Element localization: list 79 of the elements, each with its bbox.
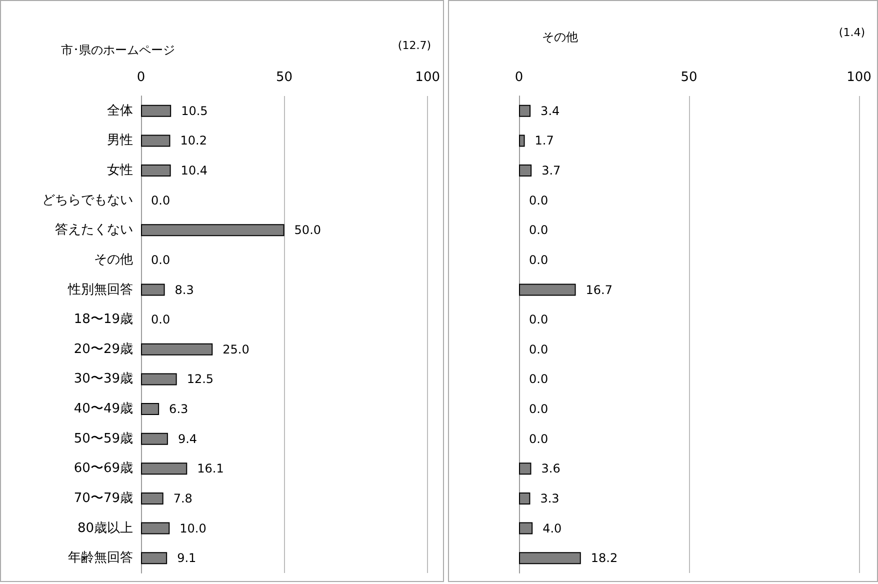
bar [141, 403, 160, 416]
x-tick-label: 0 [136, 70, 146, 85]
x-tick-label: 100 [415, 70, 440, 85]
text: (1.4) [838, 26, 865, 39]
data-label: 0.0 [529, 402, 548, 416]
chart-title: 市･県のホームページ [61, 43, 175, 57]
data-label: 25.0 [222, 342, 250, 356]
data-label: 0.0 [151, 312, 170, 327]
data-label: 16.7 [586, 282, 612, 297]
chart-title: その他 [542, 30, 578, 44]
data-label: 4.0 [542, 521, 562, 536]
data-label: 0.0 [151, 193, 170, 208]
bar [141, 432, 168, 445]
y-tick-label: 80歳以上 [77, 520, 133, 536]
bar [519, 522, 533, 534]
data-label: 0.0 [151, 252, 170, 267]
bar [141, 522, 170, 534]
data-label: 6.3 [169, 402, 188, 416]
data-label: 10.4 [180, 164, 208, 178]
bar [519, 492, 530, 504]
y-tick-label: 20〜29歳 [74, 342, 133, 357]
x-tick-label: 50 [680, 70, 698, 85]
data-label: 3.3 [540, 491, 560, 506]
bar [141, 373, 177, 386]
y-tick-label: 年齢無回答 [68, 550, 133, 566]
data-label: 3.7 [542, 164, 561, 178]
data-label: 0.0 [529, 372, 548, 386]
bar [141, 164, 171, 177]
bar [519, 164, 532, 177]
data-label: 3.4 [540, 104, 560, 118]
text: (12.7) [398, 39, 432, 52]
bar [519, 462, 532, 475]
data-label: 7.8 [173, 491, 192, 506]
data-label: 50.0 [294, 223, 322, 238]
bar [519, 552, 581, 564]
x-tick-label: 100 [846, 70, 872, 85]
data-label: 1.7 [534, 134, 554, 148]
y-tick-label: 男性 [107, 133, 133, 148]
bar [141, 492, 164, 504]
bar [141, 552, 168, 564]
data-label: 0.0 [529, 252, 548, 267]
bar [519, 284, 576, 296]
data-label: 10.5 [181, 104, 208, 118]
y-tick-label: 60〜69歳 [74, 461, 133, 476]
data-label: 0.0 [529, 223, 548, 238]
y-tick-label: どちらでもない [42, 192, 133, 208]
bar [519, 104, 531, 117]
x-tick-label: 0 [514, 70, 524, 85]
data-label: 10.2 [180, 134, 207, 148]
bar [141, 343, 213, 356]
bar [141, 462, 188, 475]
bar [141, 104, 172, 117]
data-label: 0.0 [529, 432, 548, 446]
y-tick-label: その他 [94, 252, 133, 268]
bar [141, 224, 284, 236]
data-label: 9.1 [177, 551, 196, 566]
data-label: 3.6 [541, 462, 560, 476]
y-tick-label: 40〜49歳 [74, 402, 133, 417]
bar [141, 134, 170, 147]
y-tick-label: 答えたくない [55, 222, 133, 238]
bar [141, 284, 165, 296]
data-label: 8.3 [174, 282, 194, 297]
y-tick-label: 30〜39歳 [74, 372, 133, 387]
data-label: 0.0 [529, 193, 548, 208]
data-label: 9.4 [178, 432, 198, 446]
data-label: 18.2 [590, 551, 618, 566]
data-label: 0.0 [529, 342, 548, 356]
y-tick-label: 性別無回答 [67, 282, 133, 298]
bar [519, 134, 525, 147]
y-tick-label: 全体 [107, 103, 133, 118]
y-tick-label: 女性 [107, 163, 133, 178]
y-tick-label: 70〜79歳 [74, 490, 133, 506]
data-label: 0.0 [529, 312, 548, 327]
x-tick-label: 50 [276, 70, 293, 85]
data-label: 16.1 [197, 462, 224, 476]
data-label: 10.0 [180, 521, 206, 536]
y-tick-label: 50〜59歳 [74, 431, 133, 446]
y-tick-label: 18〜19歳 [74, 312, 133, 328]
data-label: 12.5 [186, 372, 214, 386]
